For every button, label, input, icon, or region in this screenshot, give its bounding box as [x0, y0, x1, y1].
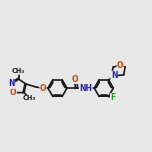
- Text: F: F: [110, 93, 116, 102]
- Text: O: O: [10, 88, 16, 97]
- Text: O: O: [40, 84, 46, 93]
- Text: CH₃: CH₃: [12, 68, 25, 74]
- Text: O: O: [117, 61, 123, 70]
- Text: N: N: [8, 79, 15, 88]
- Text: O: O: [72, 75, 79, 84]
- Text: CH₃: CH₃: [23, 95, 36, 101]
- Text: NH: NH: [79, 84, 92, 93]
- Text: N: N: [111, 71, 117, 80]
